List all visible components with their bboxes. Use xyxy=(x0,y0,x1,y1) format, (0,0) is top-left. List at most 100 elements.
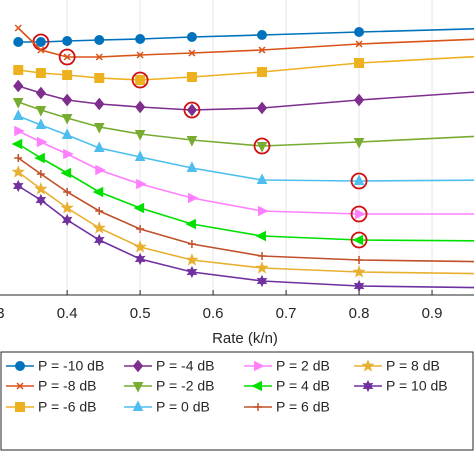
marker xyxy=(15,361,26,371)
marker xyxy=(187,192,199,204)
legend-label: P = -6 dB xyxy=(38,399,97,415)
marker xyxy=(186,136,198,147)
marker xyxy=(13,37,24,47)
marker xyxy=(256,30,267,40)
marker xyxy=(185,218,196,230)
marker xyxy=(136,225,145,233)
marker xyxy=(61,213,73,227)
legend-label: P = 10 dB xyxy=(386,378,448,394)
marker xyxy=(257,252,266,260)
marker xyxy=(34,152,45,164)
marker xyxy=(134,252,146,266)
x-tick-label: 0.3 xyxy=(0,305,5,322)
marker xyxy=(256,101,268,115)
marker xyxy=(136,178,147,190)
marker xyxy=(60,201,74,214)
marker xyxy=(34,182,48,195)
marker xyxy=(258,46,266,54)
marker xyxy=(93,233,105,247)
marker xyxy=(93,141,105,152)
marker xyxy=(254,403,262,411)
marker xyxy=(355,208,366,220)
marker xyxy=(61,128,73,139)
marker xyxy=(256,274,268,288)
legend-label: P = -4 dB xyxy=(156,358,215,374)
marker xyxy=(136,51,144,59)
legend-label: P = 2 dB xyxy=(276,358,330,374)
series-line xyxy=(17,171,474,275)
marker xyxy=(355,256,364,264)
marker xyxy=(16,382,24,390)
marker xyxy=(133,202,145,214)
marker xyxy=(13,65,24,75)
marker xyxy=(134,100,146,114)
marker xyxy=(186,103,198,117)
legend-label: P = 8 dB xyxy=(386,358,440,374)
legend-label: P = -2 dB xyxy=(156,378,215,394)
marker xyxy=(63,53,71,61)
marker xyxy=(186,161,198,172)
marker xyxy=(92,221,106,234)
marker xyxy=(95,53,103,61)
legend-label: P = 6 dB xyxy=(276,399,330,415)
series-line xyxy=(17,143,474,242)
highlight-circle xyxy=(350,205,368,223)
highlight-circle xyxy=(350,231,368,249)
marker xyxy=(353,138,365,149)
marker xyxy=(35,86,47,100)
marker xyxy=(185,253,199,266)
marker xyxy=(93,123,105,134)
series-line xyxy=(17,115,474,182)
marker xyxy=(14,154,23,162)
marker xyxy=(362,379,374,393)
x-tick-label: 0.9 xyxy=(422,305,443,322)
marker xyxy=(353,174,365,185)
marker xyxy=(354,58,365,68)
x-ticks: 0.3 0.4 0.5 0.6 0.7 0.8 0.9 xyxy=(0,290,442,322)
marker xyxy=(132,400,144,411)
marker xyxy=(14,24,22,32)
marker xyxy=(353,279,365,293)
marker xyxy=(62,70,73,80)
marker xyxy=(13,79,24,93)
marker xyxy=(35,37,46,47)
marker xyxy=(11,138,23,150)
marker xyxy=(92,186,104,198)
marker xyxy=(256,173,268,184)
marker xyxy=(15,402,25,412)
marker xyxy=(254,360,265,372)
marker xyxy=(258,205,269,217)
marker xyxy=(188,49,196,57)
marker xyxy=(361,359,375,372)
marker xyxy=(61,93,73,107)
x-tick-label: 0.7 xyxy=(276,305,297,322)
marker xyxy=(60,167,72,179)
marker xyxy=(95,207,104,215)
marker xyxy=(12,179,24,193)
marker xyxy=(187,240,196,248)
marker xyxy=(63,188,72,196)
marker xyxy=(355,40,363,48)
x-tick-label: 0.8 xyxy=(349,305,370,322)
marker xyxy=(94,97,105,111)
marker xyxy=(135,34,146,44)
marker xyxy=(14,125,25,137)
series-line xyxy=(17,157,474,263)
legend-label: P = 0 dB xyxy=(156,399,210,415)
series-line xyxy=(18,55,474,81)
marker xyxy=(62,36,73,46)
legend-label: P = -10 dB xyxy=(38,358,104,374)
marker xyxy=(353,93,365,107)
marker xyxy=(12,98,24,109)
highlight-circle xyxy=(183,101,201,119)
marker xyxy=(186,72,197,82)
marker xyxy=(132,359,144,373)
marker xyxy=(63,148,74,160)
legend-box xyxy=(0,351,474,451)
highlight-circle xyxy=(253,137,271,155)
marker xyxy=(94,35,105,45)
marker xyxy=(35,118,47,129)
marker xyxy=(352,265,366,278)
x-axis-label: Rate (k/n) xyxy=(212,330,278,347)
